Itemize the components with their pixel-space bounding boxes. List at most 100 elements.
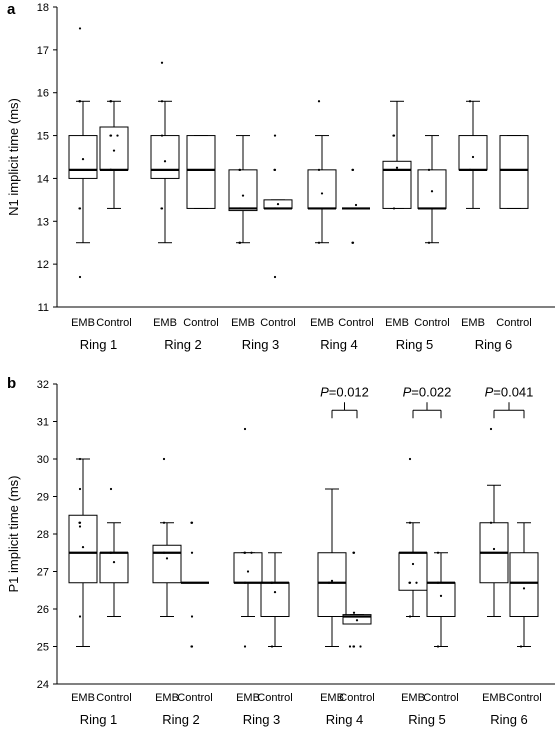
data-point: [109, 134, 112, 137]
panel-a: a 11 12 13 14 15 16 17 18 N1 implicit time (ms) EM…: [6, 1, 555, 352]
data-point: [190, 521, 193, 524]
iqr-box: [233, 552, 263, 584]
x-label-control: Control: [339, 692, 374, 704]
box-ring-1-emb: [68, 457, 98, 647]
mean-point: [522, 587, 526, 590]
box-ring-5-control: [426, 551, 456, 648]
mean-point: [246, 570, 250, 573]
data-point: [327, 581, 331, 584]
ring-label: Ring 2: [164, 337, 202, 352]
x-label-control: Control: [260, 317, 295, 329]
p-italic: P: [485, 384, 494, 399]
x-label-control: Control: [414, 317, 449, 329]
significance-bracket: P=0.022: [403, 384, 452, 419]
x-label-control: Control: [496, 317, 531, 329]
data-point: [109, 487, 113, 491]
x-label-emb: EMB: [310, 317, 334, 329]
p-value: =0.041: [493, 384, 533, 399]
data-point: [243, 581, 247, 584]
mean-point: [276, 203, 280, 206]
ring-label: Ring 5: [396, 337, 434, 352]
ring-label: Ring 3: [242, 337, 280, 352]
x-label-emb: EMB: [153, 317, 177, 329]
box-ring-5-emb: [382, 100, 412, 210]
mean-point: [81, 546, 85, 549]
x-label-emb: EMB: [231, 317, 255, 329]
mean-point: [320, 192, 324, 195]
box-ring-3-control: [263, 134, 293, 279]
iqr-box: [417, 169, 447, 209]
data-point: [273, 275, 277, 279]
data-point: [273, 207, 277, 210]
data-point: [468, 168, 472, 171]
data-point: [243, 645, 247, 648]
x-label-emb: EMB: [482, 692, 506, 704]
p-italic: P: [403, 384, 412, 399]
y-tick-label: 18: [37, 2, 49, 14]
data-point: [162, 521, 166, 524]
box-ring-4-control: [342, 168, 370, 244]
mean-point: [471, 155, 475, 159]
mean-point: [354, 203, 358, 207]
ring-label: Ring 6: [490, 712, 528, 727]
p-value-label: P=0.022: [403, 384, 452, 399]
data-point: [317, 168, 321, 171]
iqr-box: [186, 135, 216, 209]
box-ring-1-control: [99, 487, 129, 617]
data-point: [273, 168, 276, 171]
y-axis-label: N1 implicit time (ms): [6, 98, 21, 216]
box-ring-2-emb: [150, 61, 180, 244]
ring-label: Ring 1: [80, 712, 118, 727]
p-value: =0.022: [411, 384, 451, 399]
y-tick-label: 12: [37, 259, 49, 271]
y-tick-label: 26: [37, 604, 49, 616]
x-label-control: Control: [177, 692, 212, 704]
y-tick-label: 24: [37, 679, 49, 691]
y-tick-label: 29: [37, 492, 49, 504]
data-point: [348, 645, 352, 648]
y-tick-label: 28: [37, 529, 49, 541]
p-value: =0.012: [329, 384, 369, 399]
data-point: [238, 241, 241, 244]
data-point: [78, 525, 82, 528]
iqr-box: [509, 552, 539, 617]
x-label-control: Control: [506, 692, 541, 704]
y-tick-label: 25: [37, 642, 49, 654]
data-point: [243, 427, 247, 431]
x-label-emb: EMB: [71, 317, 95, 329]
x-label-emb: EMB: [401, 692, 425, 704]
data-point: [160, 61, 164, 64]
data-point: [359, 645, 362, 648]
x-label-control: Control: [183, 317, 218, 329]
panel-b: b 24 25 26 27 28 29 30 31 32 P1 implicit time (ms)…: [6, 375, 555, 727]
ring-label: Ring 4: [326, 712, 364, 727]
y-tick-label: 15: [37, 131, 49, 143]
x-label-emb: EMB: [385, 317, 409, 329]
x-label-control: Control: [96, 317, 131, 329]
iqr-box: [68, 514, 98, 584]
data-point: [78, 615, 82, 618]
data-point: [408, 457, 412, 461]
y-tick-label: 16: [37, 88, 49, 100]
box-ring-4-emb: [317, 488, 347, 647]
data-point: [317, 100, 321, 103]
box-ring-2-control: [181, 521, 209, 648]
data-point: [392, 134, 395, 137]
y-tick-label: 30: [37, 454, 49, 466]
iqr-box: [68, 135, 98, 179]
data-point: [352, 645, 355, 648]
p-value-label: P=0.012: [320, 384, 369, 399]
y-tick-label: 13: [37, 216, 49, 228]
data-point: [427, 168, 431, 171]
data-point: [109, 551, 112, 554]
data-point: [190, 645, 193, 648]
iqr-box: [99, 126, 129, 171]
box-ring-6-control: [499, 135, 529, 209]
y-tick-label: 27: [37, 567, 49, 579]
mean-point: [355, 619, 359, 622]
data-point: [408, 581, 411, 584]
iqr-box: [150, 135, 180, 179]
y-tick-label: 17: [37, 45, 49, 57]
box-ring-2-control: [186, 135, 216, 209]
y-axis-label: P1 implicit time (ms): [6, 475, 21, 592]
